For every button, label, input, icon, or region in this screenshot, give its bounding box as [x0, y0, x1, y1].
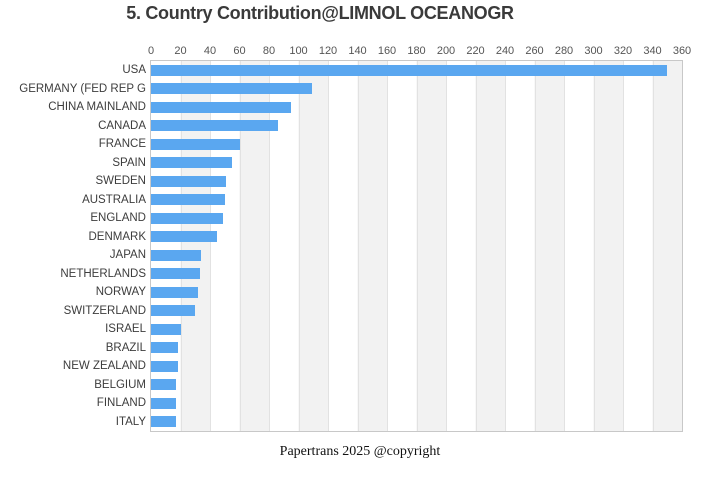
- y-label-new-zealand: NEW ZEALAND: [62, 360, 146, 373]
- bar-italy: [151, 416, 177, 428]
- x-tick-label-140: 140: [348, 45, 367, 57]
- bar-canada: [151, 120, 278, 132]
- x-tick-label-240: 240: [495, 45, 515, 57]
- gridline-x-260: [534, 61, 536, 431]
- bar-sweden: [151, 175, 227, 187]
- x-tick-label-340: 340: [643, 45, 662, 57]
- y-label-germany-fed-rep-g: GERMANY (FED REP G: [19, 82, 146, 95]
- gridline-x-280: [564, 61, 565, 431]
- y-label-belgium: BELGIUM: [94, 378, 146, 391]
- y-label-denmark: DENMARK: [88, 230, 146, 243]
- bar-israel: [151, 323, 181, 335]
- x-tick-label-320: 320: [613, 45, 633, 57]
- y-label-netherlands: NETHERLANDS: [60, 267, 146, 280]
- y-label-canada: CANADA: [98, 119, 146, 132]
- x-tick-label-40: 40: [203, 45, 217, 57]
- gridline-x-200: [446, 61, 447, 431]
- bar-new-zealand: [151, 360, 178, 372]
- x-tick-label-280: 280: [554, 45, 574, 57]
- gridline-x-120: [328, 61, 329, 431]
- gridline-x-100: [298, 61, 300, 431]
- plot-area: 0 20 40 60 80 100 120 140 160 180 200 220 240 260 280 3…: [19, 45, 691, 432]
- bar-brazil: [151, 342, 178, 354]
- bar-denmark: [151, 231, 218, 243]
- x-tick-label-220: 220: [466, 45, 485, 57]
- y-label-australia: AUSTRALIA: [82, 193, 146, 206]
- gridline-x-160: [387, 61, 388, 431]
- y-label-china-mainland: CHINA MAINLAND: [48, 101, 146, 114]
- bar-china-mainland: [151, 101, 292, 113]
- bar-australia: [151, 194, 225, 206]
- y-label-norway: NORWAY: [95, 286, 146, 299]
- gridline-x-220: [475, 61, 477, 431]
- x-tick-label-160: 160: [377, 45, 397, 57]
- bar-belgium: [151, 379, 177, 391]
- bar-france: [151, 138, 240, 150]
- bar-switzerland: [151, 305, 196, 317]
- x-tick-label-100: 100: [289, 45, 308, 57]
- bar-japan: [151, 249, 202, 261]
- x-tick-label-20: 20: [174, 45, 187, 57]
- bar-finland: [151, 397, 177, 409]
- gridline-x-60: [239, 61, 241, 431]
- x-tick-label-260: 260: [525, 45, 544, 57]
- y-label-england: ENGLAND: [90, 212, 146, 225]
- x-tick-label-0: 0: [147, 45, 155, 57]
- bar-england: [151, 212, 224, 224]
- bar-germany-fed-rep-g: [151, 83, 312, 95]
- y-label-spain: SPAIN: [112, 156, 146, 169]
- gridline-x-40: [210, 61, 211, 431]
- bar-norway: [151, 286, 199, 298]
- y-label-israel: ISRAEL: [105, 323, 146, 336]
- y-label-japan: JAPAN: [109, 249, 146, 262]
- copyright-caption: Papertrans 2025 @copyright: [279, 444, 441, 459]
- x-tick-label-180: 180: [407, 45, 426, 57]
- x-tick-label-120: 120: [318, 45, 338, 57]
- y-label-switzerland: SWITZERLAND: [63, 304, 146, 317]
- bar-netherlands: [151, 268, 200, 280]
- x-tick-label-200: 200: [436, 45, 456, 57]
- y-label-brazil: BRAZIL: [105, 341, 146, 354]
- gridline-x-240: [505, 61, 506, 431]
- gridline-x-140: [357, 61, 359, 431]
- x-tick-label-300: 300: [584, 45, 603, 57]
- bar-usa: [151, 64, 668, 76]
- y-label-sweden: SWEDEN: [95, 175, 146, 188]
- x-tick-label-360: 360: [672, 45, 692, 57]
- y-label-finland: FINLAND: [96, 397, 146, 410]
- y-label-usa: USA: [122, 64, 146, 77]
- bar-spain: [151, 157, 233, 169]
- y-label-italy: ITALY: [115, 415, 146, 428]
- gridline-x-340: [652, 61, 654, 431]
- chart-title: 5. Country Contribution@LIMNOL OCEANOGR: [126, 3, 514, 23]
- gridline-x-80: [269, 61, 270, 431]
- gridline-x-320: [623, 61, 624, 431]
- gridline-x-20: [180, 61, 182, 431]
- x-tick-label-80: 80: [262, 45, 276, 57]
- x-tick-label-60: 60: [233, 45, 246, 57]
- y-label-france: FRANCE: [98, 138, 146, 151]
- gridline-x-300: [593, 61, 595, 431]
- gridline-x-180: [416, 61, 418, 431]
